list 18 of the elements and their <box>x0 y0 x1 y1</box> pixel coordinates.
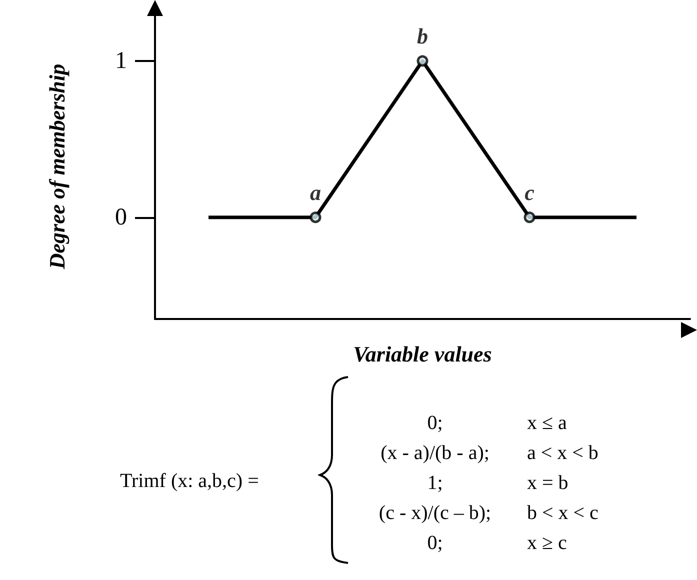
text: b < x < c <box>527 502 598 525</box>
x-axis-title: Variable values <box>353 342 492 366</box>
data-label: b <box>417 24 428 49</box>
data-label: c <box>524 180 535 206</box>
text: 1; <box>427 472 443 495</box>
text: Trimf (x: a,b,c) = <box>120 470 259 493</box>
y-tick-label: 0 <box>115 204 127 230</box>
text: 0; <box>427 412 443 435</box>
text: a < x < b <box>527 442 598 465</box>
text: 0; <box>427 532 443 555</box>
text: (x - a)/(b - a); <box>380 442 490 465</box>
y-tick-label: 1 <box>115 48 127 74</box>
y-axis-title: Degree of membership <box>44 64 70 270</box>
text: x ≤ a <box>527 412 567 435</box>
text: x = b <box>527 472 568 495</box>
text: (c - x)/(c – b); <box>378 502 492 525</box>
data-label: a <box>310 180 321 206</box>
text: x ≥ c <box>527 532 567 555</box>
